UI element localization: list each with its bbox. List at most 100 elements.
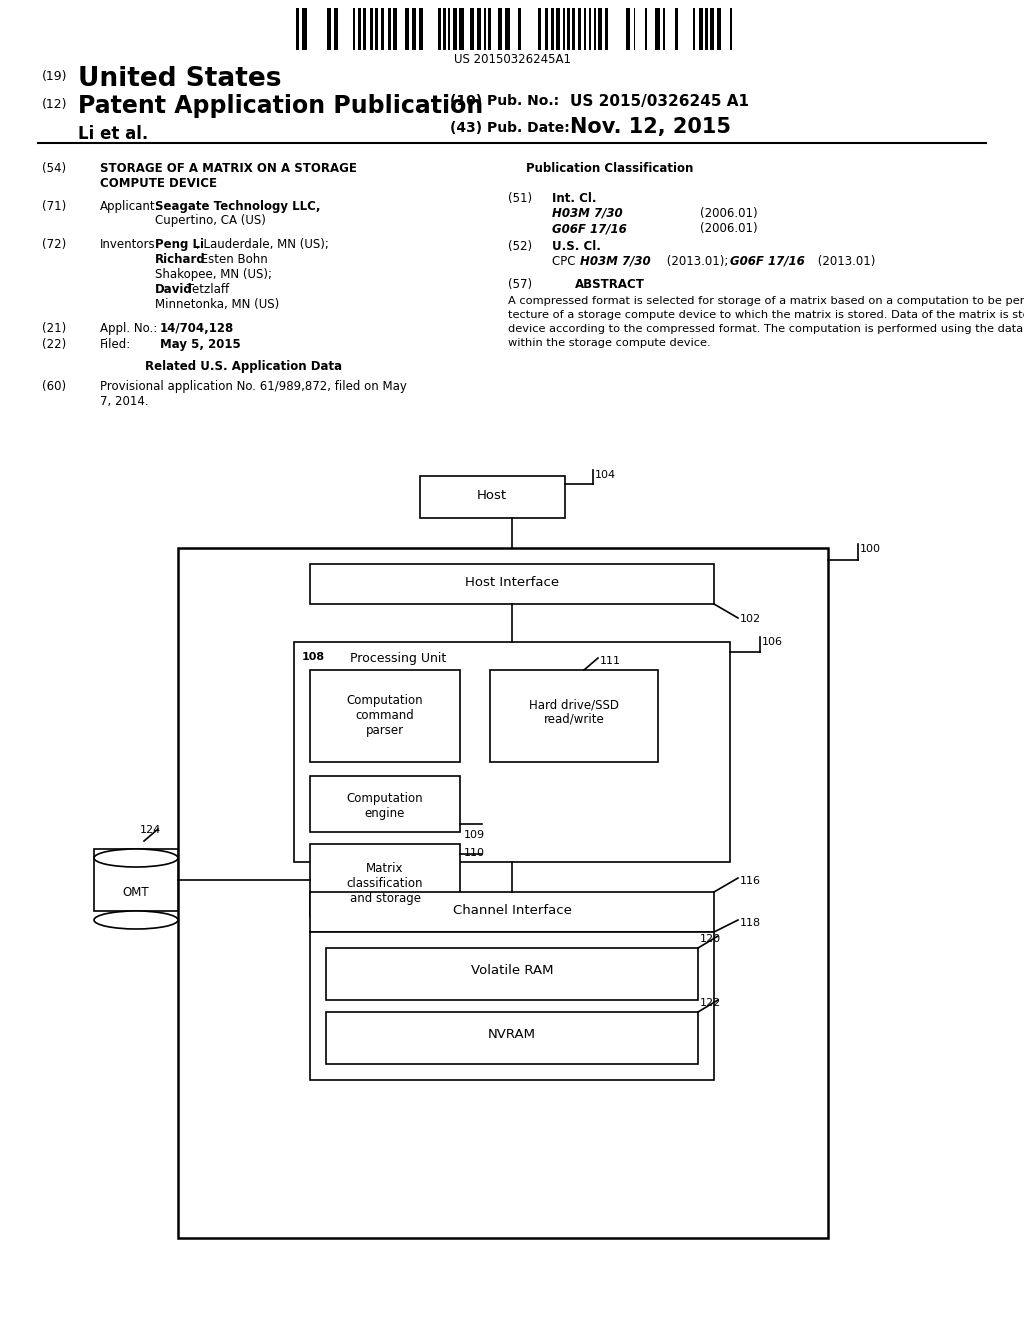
Text: Tetzlaff: Tetzlaff bbox=[183, 282, 229, 296]
Bar bbox=[505, 8, 510, 50]
Bar bbox=[477, 8, 481, 50]
Bar bbox=[664, 8, 665, 50]
Bar bbox=[484, 8, 486, 50]
Bar bbox=[584, 8, 586, 50]
Bar bbox=[698, 8, 702, 50]
Text: Int. Cl.: Int. Cl. bbox=[552, 191, 597, 205]
Text: (2006.01): (2006.01) bbox=[700, 222, 758, 235]
Text: Li et al.: Li et al. bbox=[78, 125, 148, 143]
Bar bbox=[626, 8, 630, 50]
Text: Appl. No.:: Appl. No.: bbox=[100, 322, 158, 335]
Ellipse shape bbox=[94, 911, 178, 929]
Bar bbox=[705, 8, 709, 50]
Text: Channel Interface: Channel Interface bbox=[453, 904, 571, 917]
Text: (2013.01): (2013.01) bbox=[814, 255, 876, 268]
Bar bbox=[310, 932, 714, 1080]
Bar bbox=[178, 548, 828, 1238]
Text: CPC: CPC bbox=[552, 255, 583, 268]
Bar bbox=[406, 8, 409, 50]
Text: G06F 17/16: G06F 17/16 bbox=[730, 255, 805, 268]
Text: (10) Pub. No.:: (10) Pub. No.: bbox=[450, 94, 559, 108]
Bar bbox=[387, 8, 391, 50]
Text: OMT: OMT bbox=[123, 886, 150, 899]
Bar bbox=[518, 8, 521, 50]
Bar bbox=[538, 8, 542, 50]
Text: Hard drive/SSD
read/write: Hard drive/SSD read/write bbox=[529, 698, 618, 726]
Text: Seagate Technology LLC,: Seagate Technology LLC, bbox=[155, 201, 321, 213]
Bar bbox=[710, 8, 715, 50]
Text: 104: 104 bbox=[595, 470, 616, 480]
Text: (2006.01): (2006.01) bbox=[700, 207, 758, 220]
Text: Related U.S. Application Data: Related U.S. Application Data bbox=[145, 360, 342, 374]
Text: Cupertino, CA (US): Cupertino, CA (US) bbox=[155, 214, 266, 227]
Text: May 5, 2015: May 5, 2015 bbox=[160, 338, 241, 351]
Text: (2013.01);: (2013.01); bbox=[663, 255, 732, 268]
Text: 116: 116 bbox=[740, 876, 761, 886]
Bar bbox=[490, 671, 658, 762]
Bar bbox=[578, 8, 581, 50]
Bar bbox=[310, 843, 460, 916]
Text: ABSTRACT: ABSTRACT bbox=[575, 279, 645, 290]
Text: Processing Unit: Processing Unit bbox=[350, 652, 446, 665]
Bar bbox=[499, 8, 502, 50]
Text: Esten Bohn: Esten Bohn bbox=[197, 253, 267, 267]
Bar bbox=[634, 8, 635, 50]
Bar bbox=[693, 8, 694, 50]
Bar bbox=[572, 8, 574, 50]
Text: 109: 109 bbox=[464, 830, 485, 840]
Text: (57): (57) bbox=[508, 279, 532, 290]
Bar bbox=[567, 8, 570, 50]
Text: 124: 124 bbox=[140, 825, 161, 836]
Text: Peng Li: Peng Li bbox=[155, 238, 204, 251]
Bar bbox=[328, 8, 331, 50]
Text: (43) Pub. Date:: (43) Pub. Date: bbox=[450, 121, 569, 135]
Bar bbox=[310, 776, 460, 832]
Bar bbox=[353, 8, 355, 50]
Bar bbox=[730, 8, 732, 50]
Bar bbox=[556, 8, 559, 50]
Bar bbox=[420, 477, 565, 517]
Text: Inventors:: Inventors: bbox=[100, 238, 160, 251]
Bar bbox=[326, 948, 698, 1001]
Text: US 20150326245A1: US 20150326245A1 bbox=[454, 53, 570, 66]
Text: H03M 7/30: H03M 7/30 bbox=[552, 207, 623, 220]
Text: 108: 108 bbox=[302, 652, 326, 663]
Bar bbox=[375, 8, 378, 50]
Text: (19): (19) bbox=[42, 70, 68, 83]
Text: Publication Classification: Publication Classification bbox=[526, 162, 693, 176]
Text: Shakopee, MN (US);: Shakopee, MN (US); bbox=[155, 268, 272, 281]
Text: Patent Application Publication: Patent Application Publication bbox=[78, 94, 483, 117]
Text: COMPUTE DEVICE: COMPUTE DEVICE bbox=[100, 177, 217, 190]
Text: Provisional application No. 61/989,872, filed on May: Provisional application No. 61/989,872, … bbox=[100, 380, 407, 393]
Text: Minnetonka, MN (US): Minnetonka, MN (US) bbox=[155, 298, 280, 312]
Text: (22): (22) bbox=[42, 338, 67, 351]
Text: 7, 2014.: 7, 2014. bbox=[100, 395, 148, 408]
Text: (12): (12) bbox=[42, 98, 68, 111]
Text: (60): (60) bbox=[42, 380, 67, 393]
Bar bbox=[645, 8, 647, 50]
Text: within the storage compute device.: within the storage compute device. bbox=[508, 338, 711, 348]
Text: 111: 111 bbox=[600, 656, 621, 667]
Bar bbox=[357, 8, 360, 50]
Text: Richard: Richard bbox=[155, 253, 206, 267]
Text: (71): (71) bbox=[42, 201, 67, 213]
Text: tecture of a storage compute device to which the matrix is stored. Data of the m: tecture of a storage compute device to w… bbox=[508, 310, 1024, 319]
Text: Volatile RAM: Volatile RAM bbox=[471, 964, 553, 977]
Bar bbox=[488, 8, 490, 50]
Bar bbox=[717, 8, 721, 50]
Bar bbox=[453, 8, 457, 50]
Text: device according to the compressed format. The computation is performed using th: device according to the compressed forma… bbox=[508, 323, 1024, 334]
Bar bbox=[419, 8, 423, 50]
Text: STORAGE OF A MATRIX ON A STORAGE: STORAGE OF A MATRIX ON A STORAGE bbox=[100, 162, 357, 176]
Text: NVRAM: NVRAM bbox=[488, 1028, 536, 1041]
Text: (54): (54) bbox=[42, 162, 67, 176]
Text: 120: 120 bbox=[700, 935, 721, 944]
Bar bbox=[605, 8, 608, 50]
Text: 122: 122 bbox=[700, 998, 721, 1008]
Bar bbox=[545, 8, 548, 50]
Text: (72): (72) bbox=[42, 238, 67, 251]
Bar bbox=[310, 892, 714, 932]
Bar bbox=[94, 849, 178, 911]
Text: Applicant:: Applicant: bbox=[100, 201, 160, 213]
Bar bbox=[655, 8, 659, 50]
